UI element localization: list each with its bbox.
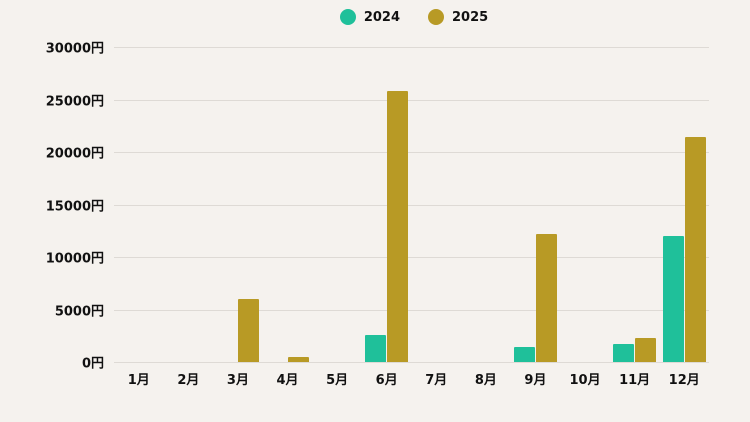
gridline xyxy=(114,47,709,48)
legend-label-2024: 2024 xyxy=(363,9,400,25)
legend-marker-2024 xyxy=(339,9,356,25)
x-axis-tick-label: 8月 xyxy=(474,373,497,388)
gridline xyxy=(114,152,709,153)
legend-item-2025[interactable]: 2025 xyxy=(428,9,488,25)
legend-label-2025: 2025 xyxy=(452,9,489,25)
legend-marker-2025 xyxy=(428,9,444,25)
x-axis-tick-label: 2月 xyxy=(177,373,200,388)
x-axis-tick-label: 1月 xyxy=(127,373,150,388)
x-axis-tick-label: 10月 xyxy=(569,373,601,388)
bar-2024-12[interactable] xyxy=(662,236,684,362)
y-axis-tick-label: 20000円 xyxy=(45,146,104,162)
y-axis-tick-label: 10000円 xyxy=(45,251,104,267)
x-axis-tick-label: 9月 xyxy=(524,373,547,388)
bar-2025-4[interactable] xyxy=(288,356,310,362)
y-axis-tick-label: 15000円 xyxy=(45,199,104,215)
x-axis-tick-label: 7月 xyxy=(425,373,448,388)
y-axis-tick-label: 30000円 xyxy=(45,41,104,57)
x-axis-tick-label: 12月 xyxy=(668,373,700,388)
x-axis-tick-label: 3月 xyxy=(226,373,249,388)
bar-2025-11[interactable] xyxy=(635,337,657,362)
bar-2024-11[interactable] xyxy=(613,344,635,362)
bar-2024-6[interactable] xyxy=(365,334,387,362)
gridline xyxy=(114,100,709,101)
gridline xyxy=(114,362,709,363)
bar-2025-9[interactable] xyxy=(535,233,557,362)
bar-2024-9[interactable] xyxy=(513,347,535,362)
y-axis-tick-label: 5000円 xyxy=(54,304,104,320)
bar-2025-6[interactable] xyxy=(387,91,409,362)
y-axis-tick-label: 25000円 xyxy=(45,94,104,110)
gridline xyxy=(114,257,709,258)
x-axis-tick-label: 4月 xyxy=(276,373,299,388)
x-axis-tick-label: 5月 xyxy=(326,373,349,388)
y-axis-tick-label: 0円 xyxy=(81,356,104,372)
bar-2025-12[interactable] xyxy=(684,137,706,362)
x-axis-tick-label: 11月 xyxy=(619,373,651,388)
bar-2025-3[interactable] xyxy=(238,299,260,362)
chart-legend: 2024 2025 xyxy=(0,9,750,25)
x-axis-tick-label: 6月 xyxy=(375,373,398,388)
gridline xyxy=(114,310,709,311)
legend-item-2024[interactable]: 2024 xyxy=(339,9,400,25)
gridline xyxy=(114,205,709,206)
